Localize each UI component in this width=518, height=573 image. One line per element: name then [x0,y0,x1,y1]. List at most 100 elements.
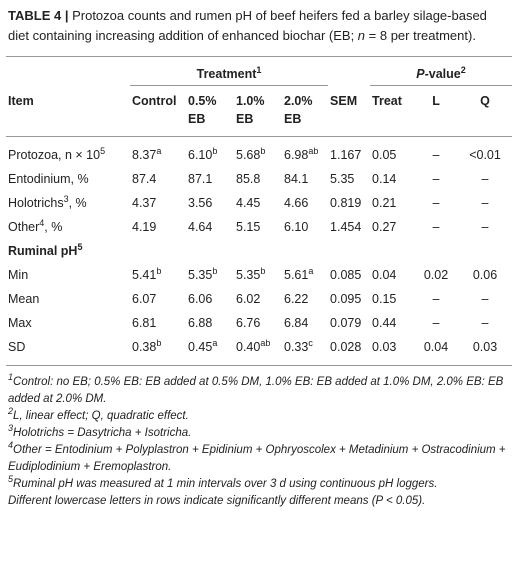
cell: Protozoa, n × 105 [6,137,130,168]
blank [6,56,130,86]
text: Protozoa, n × 10 [8,148,101,162]
column-header: Control [130,85,186,137]
cell: 6.81 [130,311,186,335]
column-header: 1.0% EB [234,85,282,137]
cell: 4.64 [186,215,234,239]
cell: – [458,215,512,239]
cell: 6.07 [130,287,186,311]
text: P [416,67,425,81]
cell: 5.68b [234,137,282,168]
text: 3.56 [188,196,213,210]
column-header: Treat [370,85,415,137]
superscript: b [156,337,162,348]
text: 6.10 [188,148,213,162]
text: 0.04 [423,340,449,354]
text: SD [8,340,26,354]
group-header: P-value2 [370,56,513,86]
row: SD 0.38b 0.45a 0.40ab 0.33c 0.028 0.03 0.04 0.03 [6,335,513,366]
cell: 1.454 [328,215,370,239]
cell: Mean [6,287,130,311]
cell: 0.40ab [234,335,282,366]
cell: 0.028 [328,335,371,366]
text: 84.1 [284,172,309,186]
text: 6.84 [284,316,309,330]
text: 6.98 [284,148,309,162]
superscript: a [212,337,218,348]
superscript: a [156,145,162,156]
cell: 0.095 [328,287,370,311]
footnote-text: Holotrichs = Dasytricha + Isotricha. [13,427,192,439]
footnote-mark: 1 [8,372,14,383]
column-header: 0.5% EB [186,85,234,137]
text: 6.22 [284,292,309,306]
cell: 3.56 [186,191,234,215]
caption-label: TABLE 4 | [8,8,69,23]
cell: – [414,191,458,215]
cell: 0.33c [282,335,329,366]
cell: 0.06 [458,263,512,287]
text: 5.15 [236,220,261,234]
caption-text: = 8 per treatment). [365,28,476,43]
superscript: b [260,145,266,156]
footnotes: 1Control: no EB; 0.5% EB: EB added at 0.… [8,372,510,510]
text: – [432,148,440,162]
text: – [432,220,440,234]
cell: Entodinium, % [6,167,130,191]
cell: 5.61a [282,263,328,287]
cell: 0.15 [370,287,414,311]
cell: Ruminal pH5 [6,239,512,263]
text: 0.21 [372,196,397,210]
cell: 6.02 [234,287,282,311]
cell: 5.15 [234,215,282,239]
text: – [481,196,489,210]
text: – [432,196,440,210]
text: 0.38 [132,340,157,354]
cell: 0.44 [370,311,414,335]
text: , % [68,196,87,210]
text: 4.66 [284,196,309,210]
text: – [481,292,489,306]
superscript: b [212,145,218,156]
cell: 0.03 [370,335,415,366]
cell: 84.1 [282,167,328,191]
superscript: ab [308,145,319,156]
text: 6.06 [188,292,213,306]
column-header: Q [458,85,513,137]
cell: Other4, % [6,215,130,239]
text: 5.35 [330,172,355,186]
superscript: 2 [460,64,466,75]
cell: 0.45a [186,335,234,366]
footnote-mark: 2 [8,406,14,417]
text: <0.01 [469,148,501,162]
superscript: b [212,265,218,276]
blank [328,56,371,86]
cell: – [458,287,512,311]
cell: – [414,311,458,335]
cell: 6.98ab [282,137,328,168]
superscript: c [308,337,313,348]
cell: 0.21 [370,191,414,215]
caption-text: Protozoa counts and rumen pH of beef hei… [8,8,487,43]
cell: 5.41b [130,263,186,287]
text: 0.14 [372,172,397,186]
text: Treatment [196,67,257,81]
text: Min [8,268,29,282]
cell: 87.4 [130,167,186,191]
cell: 0.27 [370,215,414,239]
text: 0.028 [330,340,362,354]
cell: 4.45 [234,191,282,215]
cell: – [414,137,458,168]
text: 5.41 [132,268,157,282]
footnote: 2L, linear effect; Q, quadratic effect. [8,406,510,425]
cell: 0.079 [328,311,370,335]
footnote: 1Control: no EB; 0.5% EB: EB added at 0.… [8,372,510,408]
cell: 8.37a [130,137,186,168]
cell: Holotrichs3, % [6,191,130,215]
text: 0.085 [330,268,362,282]
text: 6.07 [132,292,157,306]
footnote-text: Control: no EB; 0.5% EB: EB added at 0.5… [8,376,504,405]
cell: 0.05 [370,137,414,168]
footnote-mark: 3 [8,423,14,434]
cell: 4.37 [130,191,186,215]
cell: 0.14 [370,167,414,191]
